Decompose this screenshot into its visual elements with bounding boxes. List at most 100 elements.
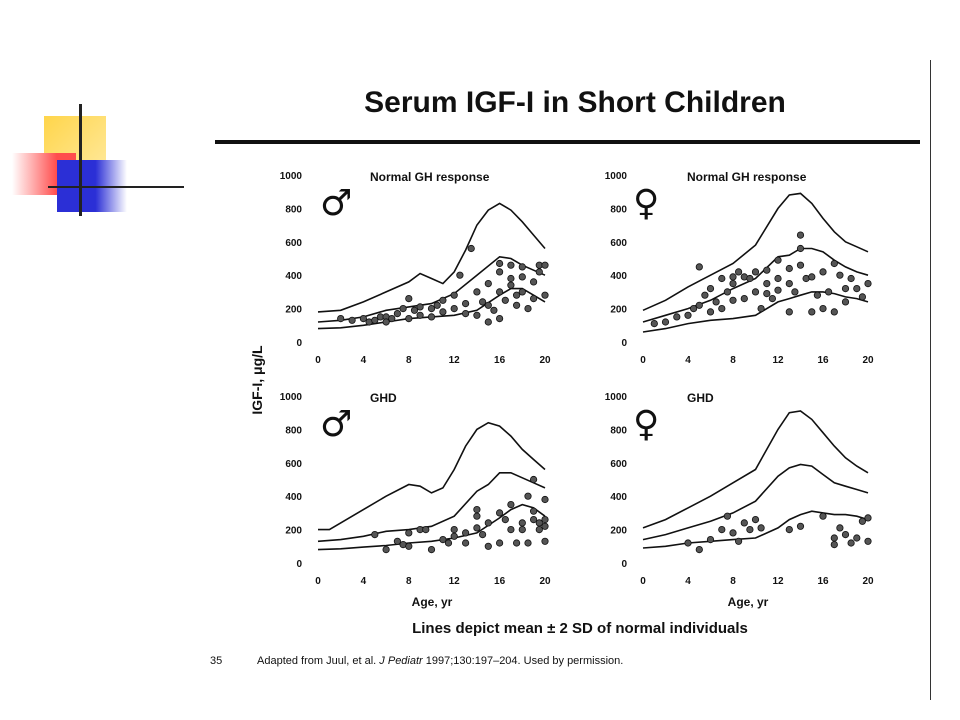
data-point (830, 308, 838, 316)
data-point (501, 515, 509, 524)
x-tick-label: 20 (539, 355, 551, 366)
data-point (734, 268, 743, 276)
upper-sd-line (642, 192, 869, 312)
data-point (529, 515, 538, 524)
data-point (518, 525, 526, 534)
data-point (763, 279, 771, 288)
x-tick-label: 8 (406, 576, 412, 587)
data-point (541, 522, 549, 530)
data-point (433, 301, 441, 309)
data-point (507, 281, 515, 289)
sex-symbol: ♂ (320, 183, 352, 224)
data-point (512, 539, 521, 547)
y-tick-label: 1000 (280, 171, 303, 182)
data-point (785, 308, 793, 316)
data-point (473, 512, 481, 520)
data-point (393, 537, 401, 545)
data-point (819, 304, 827, 313)
data-point (524, 539, 532, 547)
data-point (495, 314, 504, 323)
data-point (541, 495, 549, 504)
upper-sd-line (317, 202, 546, 313)
data-point (673, 313, 681, 321)
data-point (507, 525, 515, 534)
data-point (461, 309, 470, 318)
data-point (841, 530, 850, 539)
data-point (495, 509, 504, 517)
x-tick-label: 4 (361, 355, 367, 366)
data-point (478, 298, 487, 306)
right-edge-line (930, 60, 931, 700)
data-point (507, 274, 515, 283)
data-point (718, 304, 726, 313)
data-point (813, 291, 822, 299)
data-point (473, 524, 481, 532)
x-tick-label: 12 (772, 355, 784, 366)
slide-number: 35 (210, 655, 223, 667)
data-point (495, 268, 504, 276)
sex-symbol: ♂ (320, 404, 352, 445)
data-point (427, 304, 436, 313)
data-point (751, 268, 760, 276)
data-point (757, 524, 765, 532)
data-point (495, 539, 504, 547)
data-point (729, 296, 737, 304)
data-point (847, 274, 855, 283)
data-point (695, 545, 703, 554)
data-point (684, 539, 692, 547)
data-point (785, 525, 793, 534)
data-point (535, 268, 543, 276)
data-point (450, 291, 458, 299)
data-point (450, 532, 458, 540)
panel-title: GHD (687, 391, 714, 405)
data-point (422, 525, 430, 534)
data-point (507, 261, 515, 269)
y-tick-label: 0 (296, 559, 302, 570)
x-axis-label-right: Age, yr (728, 595, 769, 609)
x-tick-label: 20 (862, 355, 874, 366)
source-journal: J Pediatr (379, 655, 423, 667)
x-tick-label: 8 (730, 355, 736, 366)
data-point (740, 519, 748, 527)
title-rule (215, 140, 920, 144)
data-point (405, 314, 413, 323)
data-point (774, 256, 782, 264)
data-point (529, 507, 538, 515)
data-point (824, 288, 833, 296)
data-point (541, 291, 549, 299)
data-point (830, 540, 838, 549)
x-tick-label: 0 (640, 576, 646, 587)
data-point (763, 266, 771, 274)
data-point (796, 231, 805, 239)
data-point (484, 318, 492, 326)
data-point (467, 244, 475, 253)
deco-vertical-line (79, 104, 82, 216)
slide-title: Serum IGF-I in Short Children (364, 86, 786, 119)
source-suffix: 1997;130:197–204. Used by permission. (425, 655, 624, 667)
data-point (785, 279, 793, 288)
data-point (751, 515, 760, 524)
data-point (830, 259, 838, 268)
data-point (535, 525, 543, 534)
upper-sd-line (642, 410, 869, 529)
lower-sd-line (642, 510, 869, 549)
x-tick-label: 12 (449, 576, 461, 587)
data-point (439, 535, 447, 544)
data-point (524, 492, 532, 500)
data-point (740, 294, 748, 303)
data-point (796, 244, 805, 253)
panel-female-ghd: 0 200 400 600 800 1000 0 4 8 12 16 20 GHD ♀ (605, 391, 874, 587)
data-point (712, 298, 720, 306)
data-point (746, 274, 754, 283)
data-point (746, 525, 754, 534)
data-point (473, 288, 481, 296)
data-point (858, 293, 867, 301)
x-tick-label: 16 (817, 355, 829, 366)
x-tick-label: 4 (685, 355, 691, 366)
data-point (337, 314, 345, 323)
data-point (689, 304, 698, 313)
data-point (796, 261, 805, 269)
data-point (529, 294, 538, 303)
data-point (478, 530, 487, 539)
y-tick-label: 600 (285, 459, 302, 470)
